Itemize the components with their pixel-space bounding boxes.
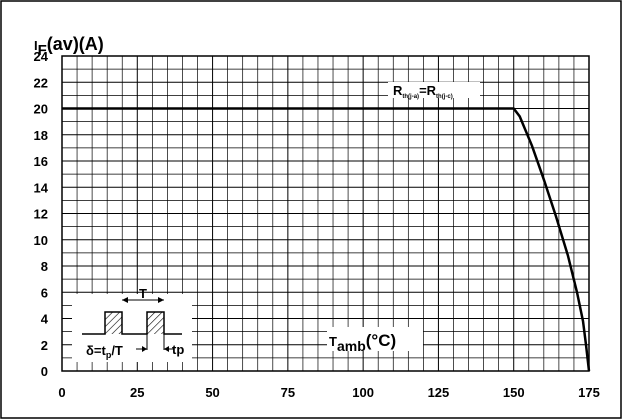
x-tick-label: 125	[428, 385, 450, 400]
pulse-hatch-2	[147, 312, 164, 334]
y-tick-label: 24	[34, 49, 49, 64]
waveform-inset: T tp δ=tp/T	[72, 286, 192, 362]
y-tick-label: 18	[34, 128, 48, 143]
x-tick-label: 25	[130, 385, 144, 400]
rth-annotation-background	[388, 82, 480, 98]
pulse-arrowhead-right	[164, 346, 169, 352]
x-axis-label-box: Tamb(°C)	[327, 327, 423, 354]
period-arrowhead-left	[122, 297, 128, 303]
y-tick-label: 14	[34, 180, 49, 195]
y-tick-label: 12	[34, 207, 48, 222]
y-axis-label: IF(av)(A)	[34, 34, 104, 59]
pulse-arrowhead-left	[142, 346, 147, 352]
y-tick-label: 20	[34, 102, 48, 117]
series-layer	[62, 107, 591, 372]
x-tick-label: 0	[58, 385, 65, 400]
y-tick-label: 2	[41, 338, 48, 353]
inset-background	[72, 294, 192, 362]
y-tick-label: 4	[41, 312, 49, 327]
x-tick-label: 100	[352, 385, 374, 400]
y-tick-label: 0	[41, 364, 48, 379]
y-tick-label: 8	[41, 259, 48, 274]
pulse-hatch-1	[105, 312, 122, 334]
duty-cycle-label: δ=tp/T	[86, 343, 123, 360]
y-tick-label: 16	[34, 154, 48, 169]
x-axis-label-background	[327, 327, 423, 351]
rth-annotation-label: Rth(j-a)=Rth(j-c)	[393, 83, 453, 100]
x-tick-label: 75	[281, 385, 295, 400]
y-tick-label: 6	[41, 285, 48, 300]
y-tick-label: 10	[34, 233, 48, 248]
x-tick-label: 150	[503, 385, 525, 400]
series-line-0	[62, 107, 591, 372]
x-tick-label: 50	[205, 385, 219, 400]
plot-frame	[61, 55, 590, 372]
period-arrowhead-right	[158, 297, 164, 303]
x-tick-label: 175	[578, 385, 600, 400]
period-label: T	[139, 286, 147, 301]
x-axis-label: Tamb(°C)	[329, 331, 396, 354]
rth-annotation: Rth(j-a)=Rth(j-c)	[388, 82, 480, 100]
y-tick-label: 22	[34, 75, 48, 90]
pulse-width-label: tp	[172, 342, 184, 357]
